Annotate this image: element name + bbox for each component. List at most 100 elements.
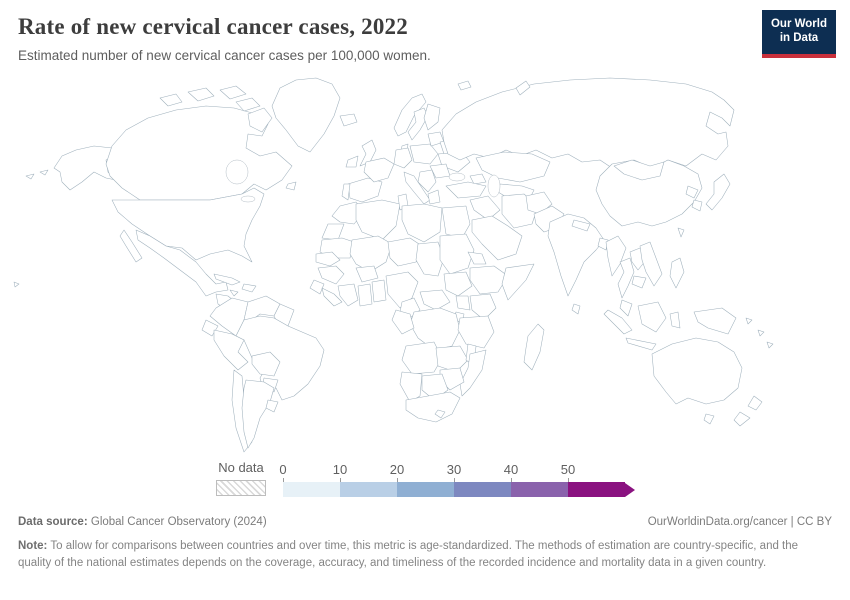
map-region-mozambique[interactable] — [459, 349, 487, 397]
map-region-south-korea[interactable] — [691, 199, 703, 212]
map-region-hawaii[interactable] — [13, 281, 20, 288]
map-region-mexico[interactable] — [135, 229, 229, 297]
map-region-bolivia[interactable] — [251, 351, 281, 377]
map-region-aleutians2[interactable] — [39, 169, 49, 176]
map-region-madagascar[interactable] — [523, 323, 545, 371]
map-region-borneo[interactable] — [637, 301, 667, 333]
map-region-uruguay[interactable] — [265, 399, 279, 413]
map-region-baja-california[interactable] — [119, 229, 143, 263]
map-region-libya[interactable] — [401, 203, 443, 243]
map-region-nigeria[interactable] — [385, 271, 419, 309]
map-region-germany[interactable] — [393, 147, 413, 169]
map-region-syria-iraq[interactable] — [469, 195, 501, 221]
map-region-canadian-arctic3[interactable] — [219, 85, 247, 100]
map-region-arabian-peninsula[interactable] — [471, 215, 523, 261]
map-region-algeria[interactable] — [355, 199, 401, 241]
map-region-north-korea[interactable] — [685, 185, 699, 199]
map-region-china[interactable] — [595, 159, 703, 227]
map-region-south-africa[interactable] — [405, 391, 461, 423]
map-region-cambodia[interactable] — [631, 275, 647, 289]
map-region-somalia[interactable] — [501, 263, 535, 301]
map-region-italy[interactable] — [403, 171, 431, 205]
map-region-solomon[interactable] — [745, 317, 753, 325]
map-region-france[interactable] — [363, 157, 395, 183]
map-region-spain[interactable] — [347, 177, 383, 203]
map-region-guinea[interactable] — [317, 265, 345, 285]
map-region-india[interactable] — [547, 213, 605, 297]
map-region-niger[interactable] — [387, 237, 423, 267]
map-region-thailand[interactable] — [617, 257, 635, 299]
map-region-new-zealand-north[interactable] — [747, 395, 763, 411]
map-region-alaska[interactable] — [53, 145, 117, 191]
map-region-finland[interactable] — [423, 103, 441, 131]
map-region-baffin[interactable] — [247, 107, 273, 133]
legend-band-30-40[interactable] — [454, 482, 511, 497]
map-region-senegal[interactable] — [315, 251, 341, 267]
map-region-sri-lanka[interactable] — [571, 303, 581, 315]
map-region-south-sudan[interactable] — [443, 271, 473, 297]
map-region-myanmar[interactable] — [605, 235, 627, 277]
map-region-zambia[interactable] — [435, 345, 469, 373]
map-region-peru[interactable] — [213, 329, 249, 371]
map-region-sweden[interactable] — [407, 107, 429, 141]
map-region-eritrea[interactable] — [467, 251, 487, 265]
map-region-kazakhstan[interactable] — [475, 151, 551, 183]
map-region-philippines[interactable] — [669, 257, 685, 289]
map-region-kenya[interactable] — [469, 293, 497, 321]
map-region-turkey[interactable] — [445, 181, 487, 199]
legend-band-20-30[interactable] — [397, 482, 454, 497]
map-region-aleutians[interactable] — [25, 173, 35, 180]
map-region-norway[interactable] — [393, 93, 427, 137]
map-region-ivory-coast[interactable] — [337, 283, 359, 307]
map-region-iceland[interactable] — [339, 113, 358, 127]
legend-band-50-plus[interactable] — [568, 482, 625, 497]
map-region-new-guinea[interactable] — [693, 307, 737, 335]
map-region-mongolia[interactable] — [613, 159, 665, 181]
map-region-taiwan[interactable] — [677, 227, 685, 238]
map-region-chad[interactable] — [415, 241, 445, 277]
map-region-caucasus[interactable] — [469, 173, 487, 185]
map-region-angola[interactable] — [401, 341, 443, 375]
map-region-nepal[interactable] — [571, 219, 591, 232]
map-region-java[interactable] — [625, 337, 657, 351]
map-region-central-african-republic[interactable] — [419, 289, 451, 311]
map-region-liberia[interactable] — [321, 287, 343, 307]
map-region-ghana[interactable] — [357, 283, 373, 307]
no-data-swatch[interactable] — [216, 480, 266, 496]
map-region-australia[interactable] — [651, 337, 743, 405]
legend-band-40-50[interactable] — [511, 482, 568, 497]
map-region-ireland[interactable] — [345, 155, 359, 168]
map-region-canadian-arctic4[interactable] — [235, 97, 261, 112]
map-region-malaysia[interactable] — [619, 299, 633, 317]
map-region-russia[interactable] — [441, 77, 735, 171]
map-region-ethiopia[interactable] — [469, 265, 509, 295]
map-region-hispaniola[interactable] — [241, 283, 257, 293]
legend-band-10-20[interactable] — [340, 482, 397, 497]
map-region-portugal[interactable] — [341, 183, 351, 201]
map-region-togo-benin[interactable] — [371, 279, 387, 303]
map-region-novaya-zemlya[interactable] — [515, 80, 531, 96]
map-region-canadian-arctic1[interactable] — [159, 93, 183, 107]
map-region-greece[interactable] — [427, 189, 441, 205]
map-region-canadian-arctic2[interactable] — [187, 87, 215, 102]
map-region-vanuatu[interactable] — [757, 329, 765, 337]
map-region-tanzania[interactable] — [457, 315, 495, 349]
map-region-sulawesi[interactable] — [669, 311, 681, 329]
rights-link[interactable]: OurWorldinData.org/cancer | CC BY — [647, 516, 832, 528]
map-region-sumatra[interactable] — [603, 309, 633, 335]
map-region-congo-gabon[interactable] — [391, 309, 415, 335]
map-region-lesotho[interactable] — [434, 409, 446, 419]
map-region-argentina[interactable] — [241, 379, 275, 449]
map-region-mali[interactable] — [349, 235, 393, 273]
map-region-burkina-faso[interactable] — [355, 265, 379, 283]
map-region-balkans[interactable] — [417, 169, 437, 193]
map-region-central-europe[interactable] — [409, 143, 439, 165]
map-region-western-sahara[interactable] — [321, 223, 345, 241]
map-region-sierra-leone[interactable] — [309, 279, 325, 295]
map-region-bangladesh[interactable] — [597, 237, 609, 251]
map-region-svalbard[interactable] — [457, 80, 472, 91]
map-region-fiji[interactable] — [766, 341, 774, 349]
map-region-newfoundland[interactable] — [285, 181, 297, 191]
map-region-greenland[interactable] — [271, 77, 341, 153]
map-region-jamaica[interactable] — [229, 289, 239, 297]
